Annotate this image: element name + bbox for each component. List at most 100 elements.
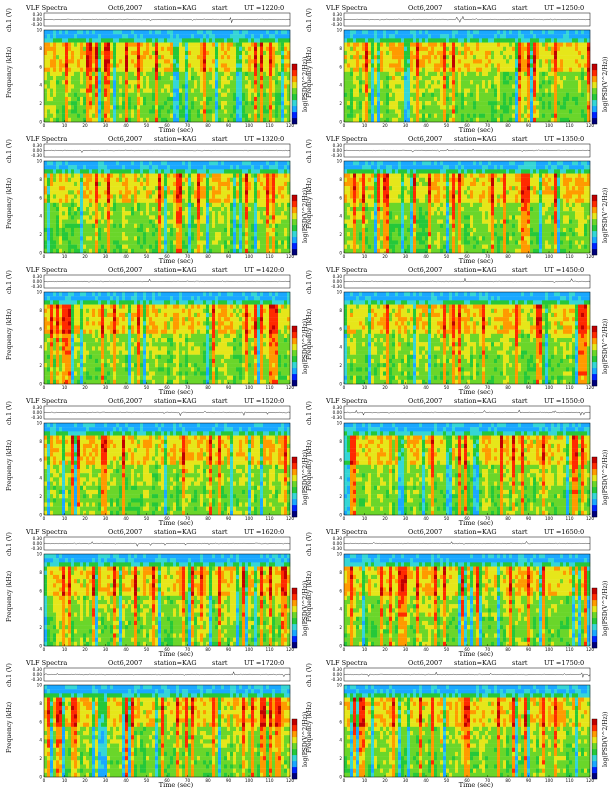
heatmap-cell (50, 55, 54, 60)
heatmap-cell (173, 161, 177, 166)
heatmap-cell (128, 96, 132, 102)
heatmap-cell (584, 71, 588, 77)
heatmap-cell (53, 105, 57, 110)
panel-date: Oct6,2007 (108, 4, 142, 13)
heatmap-cell (347, 96, 351, 102)
heatmap-cell (260, 50, 264, 56)
heatmap-cell (362, 30, 366, 35)
heatmap-cell (116, 59, 120, 64)
heatmap-cell (104, 84, 108, 89)
heatmap-cell (92, 202, 96, 208)
heatmap-cell (353, 50, 357, 56)
heatmap-cell (224, 76, 228, 81)
heatmap-cell (182, 101, 186, 106)
heatmap-cell (260, 101, 264, 106)
colorbar-segment (592, 112, 597, 119)
heatmap-cell (572, 80, 576, 85)
heatmap-cell (353, 101, 357, 106)
heatmap-cell (83, 46, 87, 52)
heatmap-cell (488, 63, 492, 68)
heatmap-cell (113, 71, 117, 77)
heatmap-cell (485, 38, 489, 43)
heatmap-cell (173, 38, 177, 43)
heatmap-cell (209, 30, 213, 35)
heatmap-cell (443, 88, 447, 93)
heatmap-cell (215, 59, 219, 64)
heatmap-cell (137, 92, 141, 98)
heatmap-cell (104, 248, 108, 254)
heatmap-cell (80, 181, 84, 187)
heatmap-cell (113, 80, 117, 85)
heatmap-cell (164, 71, 168, 77)
heatmap-cell (272, 63, 276, 68)
heatmap-cell (173, 169, 177, 174)
heatmap-cell (221, 105, 225, 110)
heatmap-cell (176, 59, 180, 64)
heatmap-cell (539, 92, 543, 98)
heatmap-cell (386, 67, 390, 72)
heatmap-cell (512, 30, 516, 35)
heatmap-cell (425, 117, 429, 123)
heatmap-cell (170, 63, 174, 68)
heatmap-cell (371, 30, 375, 35)
heatmap-cell (572, 59, 576, 64)
heatmap-cell (53, 38, 57, 43)
heatmap-cell (287, 113, 291, 118)
heatmap-cell (401, 46, 405, 52)
heatmap-cell (356, 59, 360, 64)
heatmap-cell (461, 88, 465, 93)
heatmap-cell (101, 30, 105, 35)
heatmap-cell (275, 80, 279, 85)
heatmap-cell (173, 240, 177, 245)
heatmap-cell (566, 76, 570, 81)
heatmap-cell (86, 88, 90, 93)
heatmap-cell (185, 244, 189, 249)
heatmap-cell (80, 117, 84, 123)
heatmap-cell (542, 105, 546, 110)
heatmap-cell (362, 38, 366, 43)
heatmap-cell (146, 219, 150, 224)
heatmap-cell (98, 46, 102, 52)
heatmap-cell (455, 80, 459, 85)
heatmap-cell (74, 198, 78, 203)
heatmap-cell (203, 173, 207, 178)
heatmap-cell (416, 76, 420, 81)
heatmap-cell (401, 63, 405, 68)
heatmap-cell (536, 101, 540, 106)
heatmap-cell (122, 71, 126, 77)
heatmap-cell (236, 50, 240, 56)
heatmap-cell (194, 240, 198, 245)
heatmap-cell (482, 55, 486, 60)
heatmap-cell (47, 177, 51, 183)
heatmap-cell (134, 227, 138, 233)
heatmap-cell (134, 177, 138, 183)
heatmap-cell (77, 211, 81, 216)
heatmap-cell (467, 42, 471, 47)
heatmap-cell (212, 186, 216, 191)
heatmap-cell (173, 101, 177, 106)
heatmap-cell (89, 92, 93, 98)
heatmap-cell (113, 161, 117, 166)
heatmap-cell (233, 105, 237, 110)
heatmap-cell (392, 71, 396, 77)
heatmap-cell (440, 34, 444, 39)
heatmap-cell (269, 96, 273, 102)
heatmap-cell (47, 117, 51, 123)
heatmap-cell (185, 186, 189, 191)
heatmap-cell (107, 236, 111, 241)
heatmap-cell (167, 207, 171, 212)
heatmap-cell (194, 219, 198, 224)
heatmap-cell (353, 46, 357, 52)
heatmap-cell (503, 109, 507, 114)
heatmap-cell (395, 109, 399, 114)
heatmap-cell (428, 67, 432, 72)
heatmap-cell (506, 84, 510, 89)
heatmap-cell (113, 105, 117, 110)
heatmap-cell (194, 42, 198, 47)
heatmap-cell (548, 67, 552, 72)
heatmap-cell (485, 67, 489, 72)
heatmap-cell (455, 38, 459, 43)
heatmap-cell (350, 55, 354, 60)
heatmap-cell (551, 63, 555, 68)
heatmap-cell (101, 181, 105, 187)
